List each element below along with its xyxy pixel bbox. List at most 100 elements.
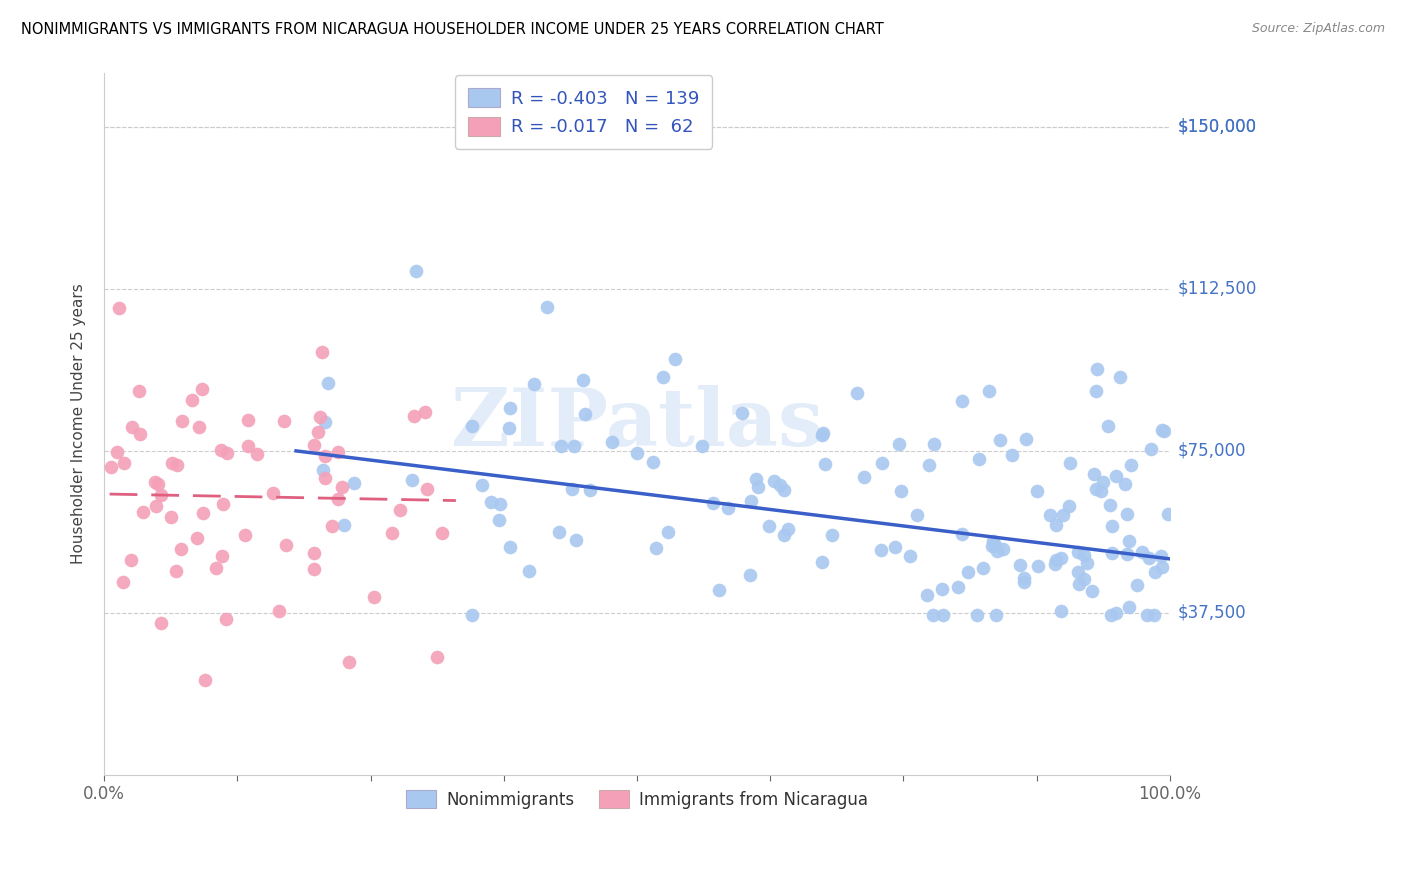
Point xyxy=(852,470,875,484)
Point xyxy=(813,457,835,471)
Point xyxy=(314,449,336,463)
Text: $37,500: $37,500 xyxy=(1178,604,1247,622)
Point xyxy=(821,528,844,542)
Point xyxy=(657,524,679,539)
Point xyxy=(432,526,454,541)
Point xyxy=(415,405,437,419)
Point xyxy=(246,446,269,460)
Legend: Nonimmigrants, Immigrants from Nicaragua: Nonimmigrants, Immigrants from Nicaragua xyxy=(399,783,875,815)
Point xyxy=(905,508,928,522)
Point xyxy=(918,458,941,472)
Point xyxy=(956,566,979,580)
Point xyxy=(149,615,172,630)
Point xyxy=(762,474,785,488)
Point xyxy=(1097,419,1119,434)
Point xyxy=(479,495,502,509)
Point xyxy=(1059,456,1081,470)
Point xyxy=(1039,508,1062,522)
Point xyxy=(536,300,558,314)
Point xyxy=(204,561,226,575)
Point xyxy=(381,525,404,540)
Point xyxy=(1073,572,1095,586)
Point xyxy=(517,564,540,578)
Point xyxy=(778,523,800,537)
Point xyxy=(121,419,143,434)
Point xyxy=(1153,424,1175,438)
Point xyxy=(1084,384,1107,398)
Point xyxy=(948,580,970,594)
Point xyxy=(1012,571,1035,585)
Point xyxy=(191,506,214,520)
Y-axis label: Householder Income Under 25 years: Householder Income Under 25 years xyxy=(72,284,86,565)
Point xyxy=(1136,607,1159,622)
Text: $150,000: $150,000 xyxy=(1178,118,1257,136)
Point xyxy=(550,439,572,453)
Point xyxy=(302,561,325,575)
Point xyxy=(148,476,170,491)
Point xyxy=(981,539,1004,553)
Point xyxy=(1150,549,1173,563)
Point xyxy=(707,582,730,597)
Point xyxy=(744,472,766,486)
Point xyxy=(1152,423,1174,437)
Point xyxy=(915,588,938,602)
Point xyxy=(1105,468,1128,483)
Point xyxy=(112,456,135,470)
Point xyxy=(326,444,349,458)
Point xyxy=(773,483,796,498)
Point xyxy=(600,435,623,450)
Point xyxy=(165,564,187,578)
Point xyxy=(1083,467,1105,482)
Point xyxy=(884,541,907,555)
Point xyxy=(523,376,546,391)
Point xyxy=(180,393,202,408)
Point xyxy=(983,538,1005,552)
Point xyxy=(215,611,238,625)
Point xyxy=(1143,607,1166,622)
Point xyxy=(233,528,256,542)
Point xyxy=(343,475,366,490)
Point xyxy=(162,456,184,470)
Point xyxy=(690,439,713,453)
Point xyxy=(488,513,510,527)
Point xyxy=(402,409,425,424)
Point xyxy=(950,526,973,541)
Point xyxy=(1157,507,1180,521)
Point xyxy=(717,500,740,515)
Point xyxy=(388,503,411,517)
Point xyxy=(1116,547,1139,561)
Point xyxy=(740,568,762,582)
Point xyxy=(489,497,512,511)
Point xyxy=(1092,475,1115,489)
Point xyxy=(236,439,259,453)
Point xyxy=(702,495,724,509)
Point xyxy=(132,505,155,519)
Point xyxy=(312,463,335,477)
Point xyxy=(900,549,922,564)
Point xyxy=(269,604,291,618)
Text: $112,500: $112,500 xyxy=(1178,280,1257,298)
Point xyxy=(1067,565,1090,579)
Point xyxy=(426,649,449,664)
Point xyxy=(145,499,167,513)
Point xyxy=(1073,548,1095,562)
Point xyxy=(984,607,1007,622)
Point xyxy=(1045,552,1067,566)
Point xyxy=(645,541,668,556)
Point xyxy=(160,510,183,524)
Point xyxy=(363,590,385,604)
Point xyxy=(128,384,150,398)
Point xyxy=(309,410,332,425)
Point xyxy=(1015,432,1038,446)
Point xyxy=(1139,442,1161,457)
Point xyxy=(1105,606,1128,620)
Point xyxy=(986,544,1008,558)
Point xyxy=(773,528,796,542)
Point xyxy=(1116,507,1139,521)
Text: $150,000: $150,000 xyxy=(1178,118,1257,136)
Point xyxy=(931,582,953,596)
Point xyxy=(188,419,211,434)
Point xyxy=(981,534,1004,549)
Point xyxy=(564,439,586,453)
Point xyxy=(578,483,600,497)
